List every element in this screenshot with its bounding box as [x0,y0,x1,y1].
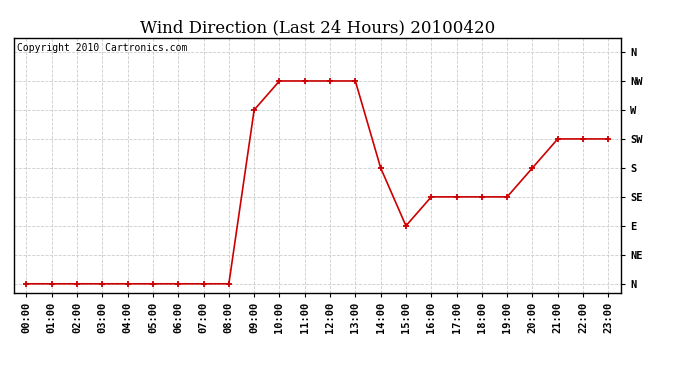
Text: Copyright 2010 Cartronics.com: Copyright 2010 Cartronics.com [17,43,187,52]
Title: Wind Direction (Last 24 Hours) 20100420: Wind Direction (Last 24 Hours) 20100420 [140,19,495,36]
